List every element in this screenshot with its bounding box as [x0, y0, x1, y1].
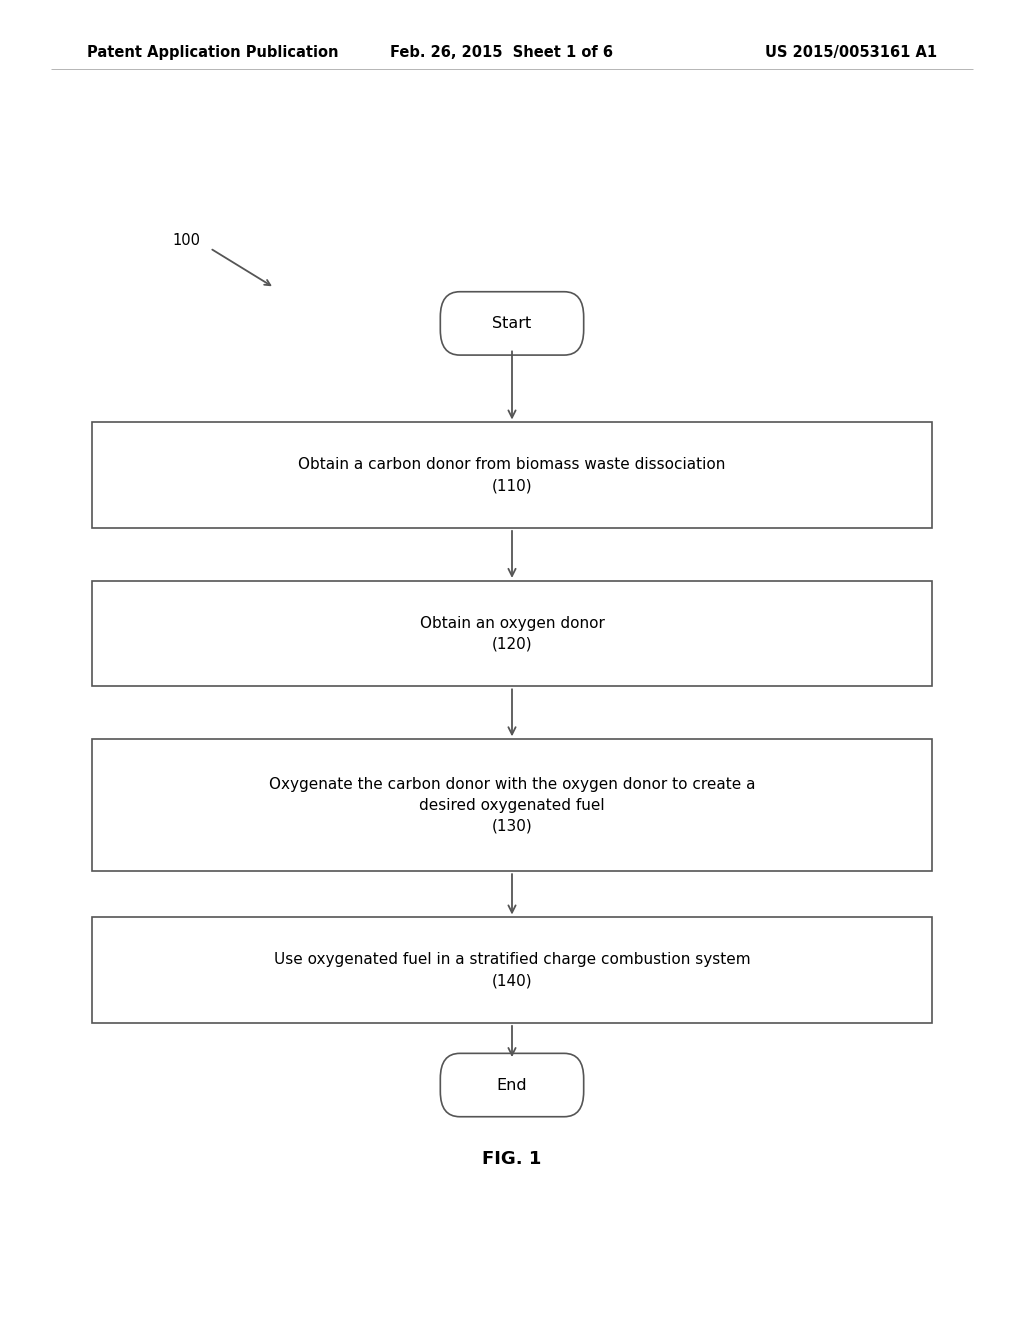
FancyBboxPatch shape	[440, 1053, 584, 1117]
Text: US 2015/0053161 A1: US 2015/0053161 A1	[765, 45, 937, 61]
Text: Use oxygenated fuel in a stratified charge combustion system
(140): Use oxygenated fuel in a stratified char…	[273, 952, 751, 989]
Text: End: End	[497, 1077, 527, 1093]
Text: 100: 100	[172, 232, 200, 248]
FancyBboxPatch shape	[92, 581, 932, 686]
Text: Feb. 26, 2015  Sheet 1 of 6: Feb. 26, 2015 Sheet 1 of 6	[390, 45, 613, 61]
FancyBboxPatch shape	[92, 917, 932, 1023]
Text: FIG. 1: FIG. 1	[482, 1150, 542, 1168]
Text: Start: Start	[493, 315, 531, 331]
FancyBboxPatch shape	[440, 292, 584, 355]
Text: Patent Application Publication: Patent Application Publication	[87, 45, 339, 61]
FancyBboxPatch shape	[92, 422, 932, 528]
Text: Obtain an oxygen donor
(120): Obtain an oxygen donor (120)	[420, 615, 604, 652]
FancyBboxPatch shape	[92, 739, 932, 871]
Text: Obtain a carbon donor from biomass waste dissociation
(110): Obtain a carbon donor from biomass waste…	[298, 457, 726, 494]
Text: Oxygenate the carbon donor with the oxygen donor to create a
desired oxygenated : Oxygenate the carbon donor with the oxyg…	[268, 776, 756, 834]
